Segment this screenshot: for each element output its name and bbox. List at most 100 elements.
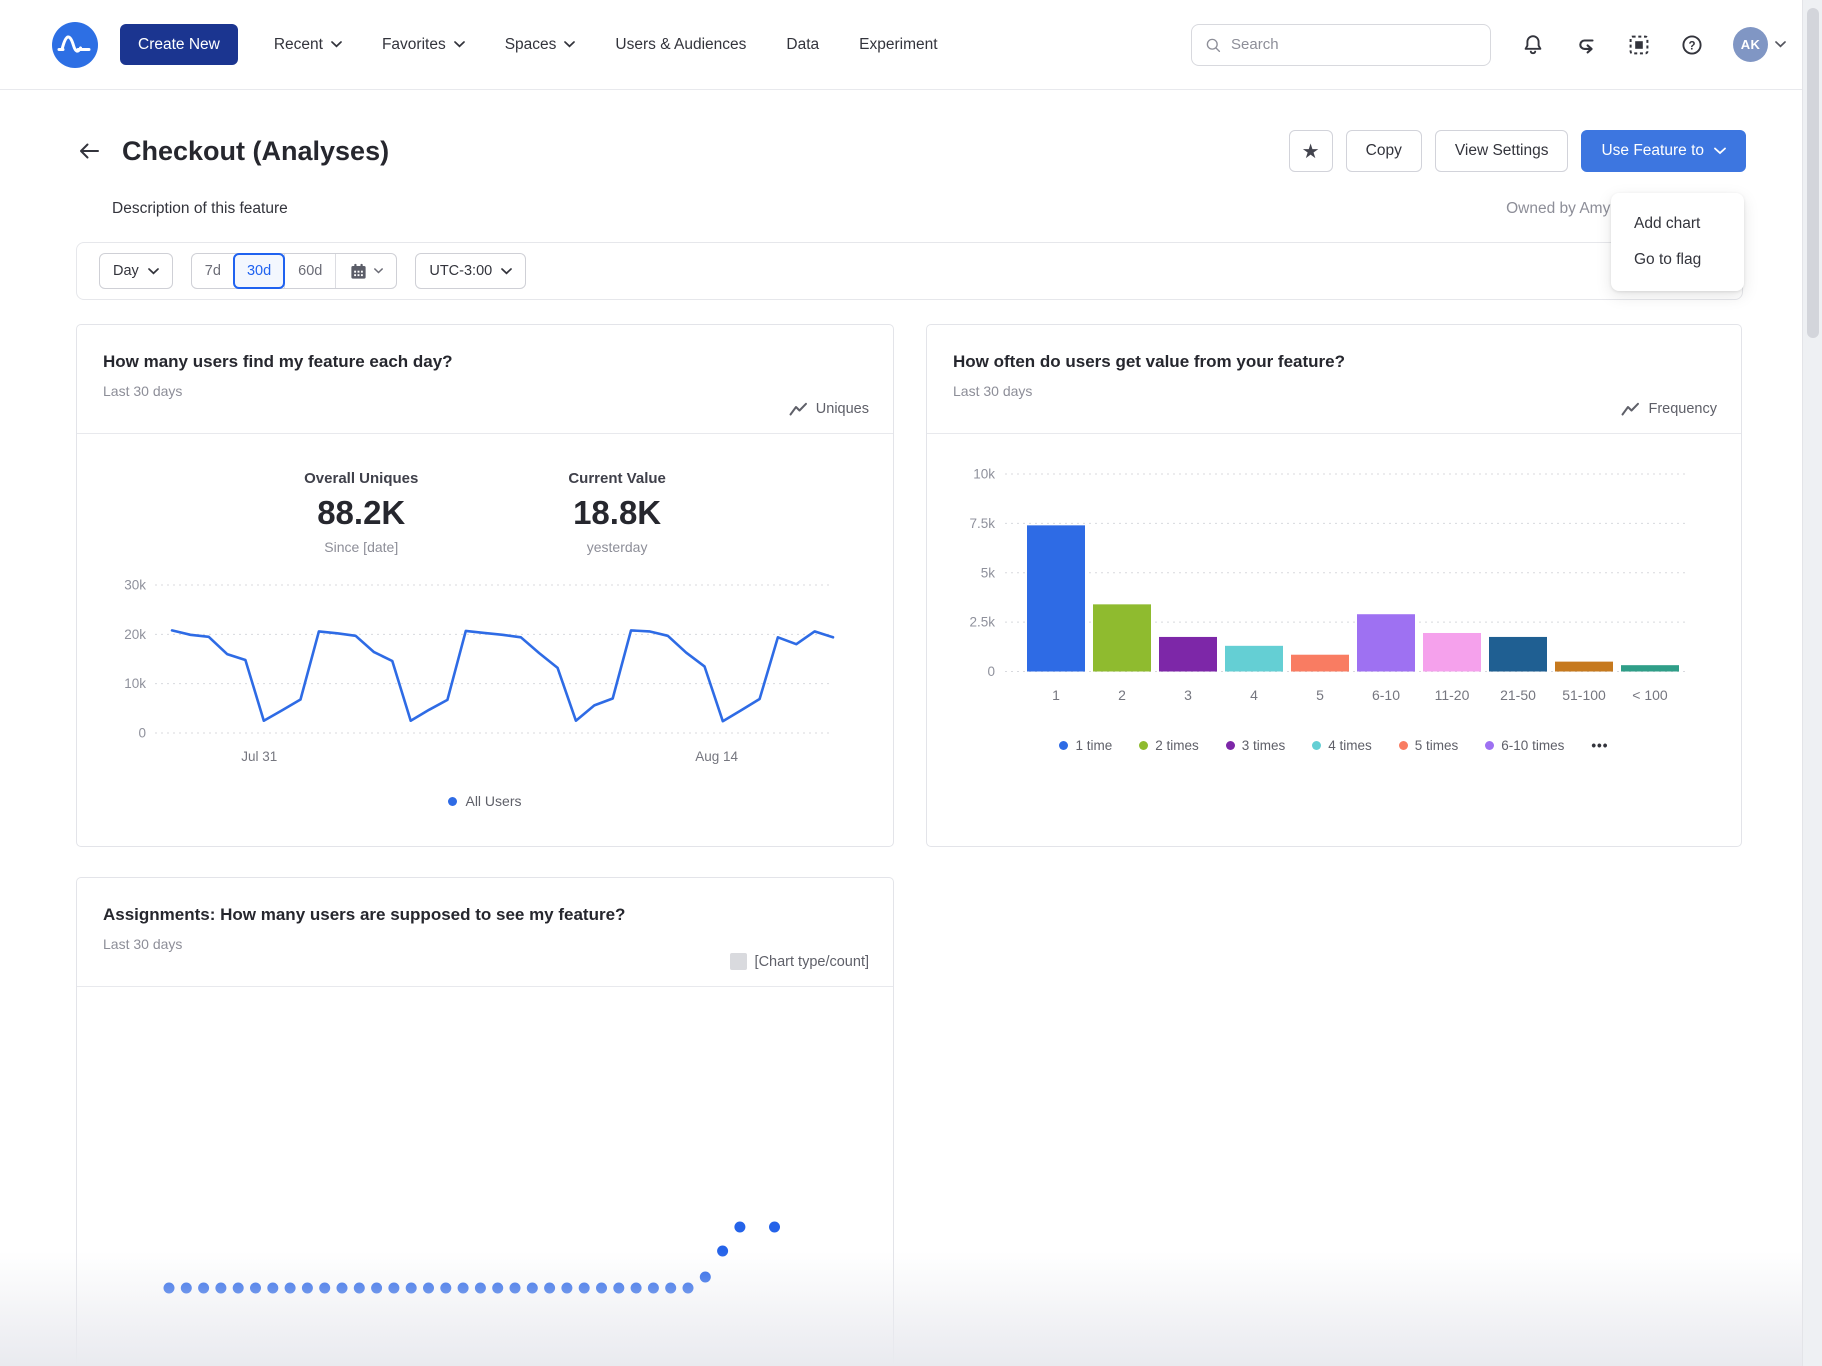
nav-item-recent[interactable]: Recent: [274, 36, 342, 54]
nav-item-experiment[interactable]: Experiment: [859, 36, 937, 54]
scatter-point[interactable]: [526, 1282, 538, 1294]
help-icon[interactable]: ?: [1680, 33, 1704, 57]
line-chart-icon: [1621, 402, 1640, 415]
create-new-button[interactable]: Create New: [120, 24, 238, 65]
bar-21-50[interactable]: [1489, 636, 1547, 672]
notifications-bell-icon[interactable]: [1521, 33, 1545, 57]
scatter-point[interactable]: [682, 1282, 694, 1294]
range-30d-selected[interactable]: 30d: [232, 253, 286, 289]
scrollbar-thumb[interactable]: [1807, 8, 1819, 338]
bar-6-10[interactable]: [1357, 614, 1415, 672]
granularity-select[interactable]: Day: [99, 253, 173, 289]
x-axis-category: 2: [1118, 687, 1126, 703]
legend-item-1-time[interactable]: 1 time: [1059, 738, 1112, 753]
scatter-point[interactable]: [561, 1282, 573, 1294]
bar-5[interactable]: [1291, 654, 1349, 672]
scatter-point[interactable]: [250, 1282, 261, 1294]
chevron-down-icon: [331, 41, 342, 48]
chart-type-selector[interactable]: Frequency: [1621, 401, 1717, 417]
page-scrollbar[interactable]: [1802, 0, 1822, 1366]
nav-item-users-audiences[interactable]: Users & Audiences: [615, 36, 746, 54]
card-subtitle: Last 30 days: [953, 383, 1033, 399]
scatter-point[interactable]: [734, 1221, 746, 1233]
legend-overflow-button[interactable]: •••: [1591, 738, 1609, 753]
scatter-point[interactable]: [423, 1282, 434, 1294]
releases-dashed-square-icon[interactable]: [1627, 33, 1651, 57]
scatter-point[interactable]: [301, 1282, 313, 1294]
scatter-point[interactable]: [405, 1282, 417, 1294]
bar-1[interactable]: [1027, 525, 1085, 672]
menu-item-go-to-flag[interactable]: Go to flag: [1634, 251, 1702, 268]
uniques-line-chart[interactable]: 0 10k 20k 30k Jul 31 Aug 14: [77, 571, 894, 783]
back-arrow-icon[interactable]: [76, 138, 102, 164]
view-settings-button[interactable]: View Settings: [1434, 130, 1569, 172]
scatter-point[interactable]: [267, 1282, 279, 1294]
avatar[interactable]: AK: [1733, 27, 1768, 62]
line-chart-legend[interactable]: All Users: [77, 793, 893, 809]
legend-item-2-times[interactable]: 2 times: [1139, 738, 1199, 753]
legend-item-4-times[interactable]: 4 times: [1312, 738, 1372, 753]
legend-item-3-times[interactable]: 3 times: [1225, 738, 1285, 753]
timezone-select[interactable]: UTC-3:00: [415, 253, 527, 289]
legend-dot: [1312, 741, 1322, 750]
amplitude-logo-icon[interactable]: [52, 21, 98, 68]
assignments-scatter-chart[interactable]: [77, 987, 894, 1366]
scatter-point[interactable]: [699, 1271, 711, 1283]
chart-type-selector[interactable]: Uniques: [789, 401, 869, 417]
feature-description: Description of this feature: [112, 200, 288, 217]
scatter-point[interactable]: [163, 1282, 175, 1294]
bar-2[interactable]: [1093, 604, 1151, 672]
scatter-point[interactable]: [319, 1282, 331, 1294]
custom-date-range[interactable]: [335, 254, 396, 288]
legend-item-5-times[interactable]: 5 times: [1398, 738, 1458, 753]
menu-item-add-chart[interactable]: Add chart: [1634, 215, 1701, 232]
scatter-point[interactable]: [578, 1282, 590, 1294]
nav-item-spaces[interactable]: Spaces: [505, 36, 576, 54]
scatter-point[interactable]: [647, 1282, 659, 1294]
scatter-point[interactable]: [769, 1221, 780, 1233]
favorite-star-button[interactable]: ★: [1288, 130, 1333, 172]
frequency-bar-chart[interactable]: 0 2.5k 5k 7.5k 10k 1 2 3 4 5 6-10 11-20 21-50 51-100 <…: [927, 434, 1742, 724]
scatter-point[interactable]: [284, 1282, 296, 1294]
account-menu[interactable]: AK: [1733, 27, 1786, 62]
header-actions: ★ Copy View Settings Use Feature to: [1288, 130, 1746, 172]
scatter-point[interactable]: [509, 1282, 521, 1294]
scatter-point[interactable]: [474, 1282, 486, 1294]
scatter-point[interactable]: [717, 1245, 729, 1257]
use-feature-to-button[interactable]: Use Feature to: [1581, 130, 1746, 172]
stat-value: 88.2K: [317, 494, 406, 531]
scatter-point[interactable]: [544, 1282, 556, 1294]
scatter-point[interactable]: [388, 1282, 400, 1294]
bar-3[interactable]: [1159, 636, 1217, 672]
nav-item-favorites[interactable]: Favorites: [382, 36, 465, 54]
nav-item-label: Recent: [273, 35, 323, 53]
scatter-point[interactable]: [180, 1282, 192, 1294]
scatter-point[interactable]: [613, 1282, 625, 1294]
legend-item-6-10-times[interactable]: 6-10 times: [1485, 738, 1564, 753]
scatter-point[interactable]: [457, 1282, 469, 1294]
scatter-point[interactable]: [336, 1282, 348, 1294]
scatter-point[interactable]: [596, 1282, 607, 1294]
scatter-point[interactable]: [232, 1282, 244, 1294]
scatter-point[interactable]: [371, 1282, 383, 1294]
scatter-point[interactable]: [665, 1282, 677, 1294]
scatter-point[interactable]: [630, 1282, 642, 1294]
scatter-point[interactable]: [198, 1282, 210, 1294]
scatter-point[interactable]: [440, 1282, 452, 1294]
card-title: How many users find my feature each day?: [103, 352, 453, 371]
scatter-point[interactable]: [353, 1282, 365, 1294]
range-7d[interactable]: 7d: [204, 263, 221, 279]
bar-51-100[interactable]: [1555, 661, 1613, 672]
bar-11-20[interactable]: [1423, 632, 1481, 672]
range-60d[interactable]: 60d: [284, 254, 335, 288]
journeys-flow-icon[interactable]: [1574, 33, 1598, 57]
bar-4[interactable]: [1225, 645, 1283, 672]
search-box[interactable]: [1191, 23, 1491, 66]
scatter-point[interactable]: [492, 1282, 504, 1294]
nav-item-data[interactable]: Data: [786, 36, 819, 54]
search-input[interactable]: [1231, 36, 1478, 53]
x-axis-category: 11-20: [1435, 687, 1470, 703]
bar-100[interactable]: [1621, 665, 1679, 672]
scatter-point[interactable]: [215, 1282, 227, 1294]
copy-button[interactable]: Copy: [1345, 130, 1422, 172]
